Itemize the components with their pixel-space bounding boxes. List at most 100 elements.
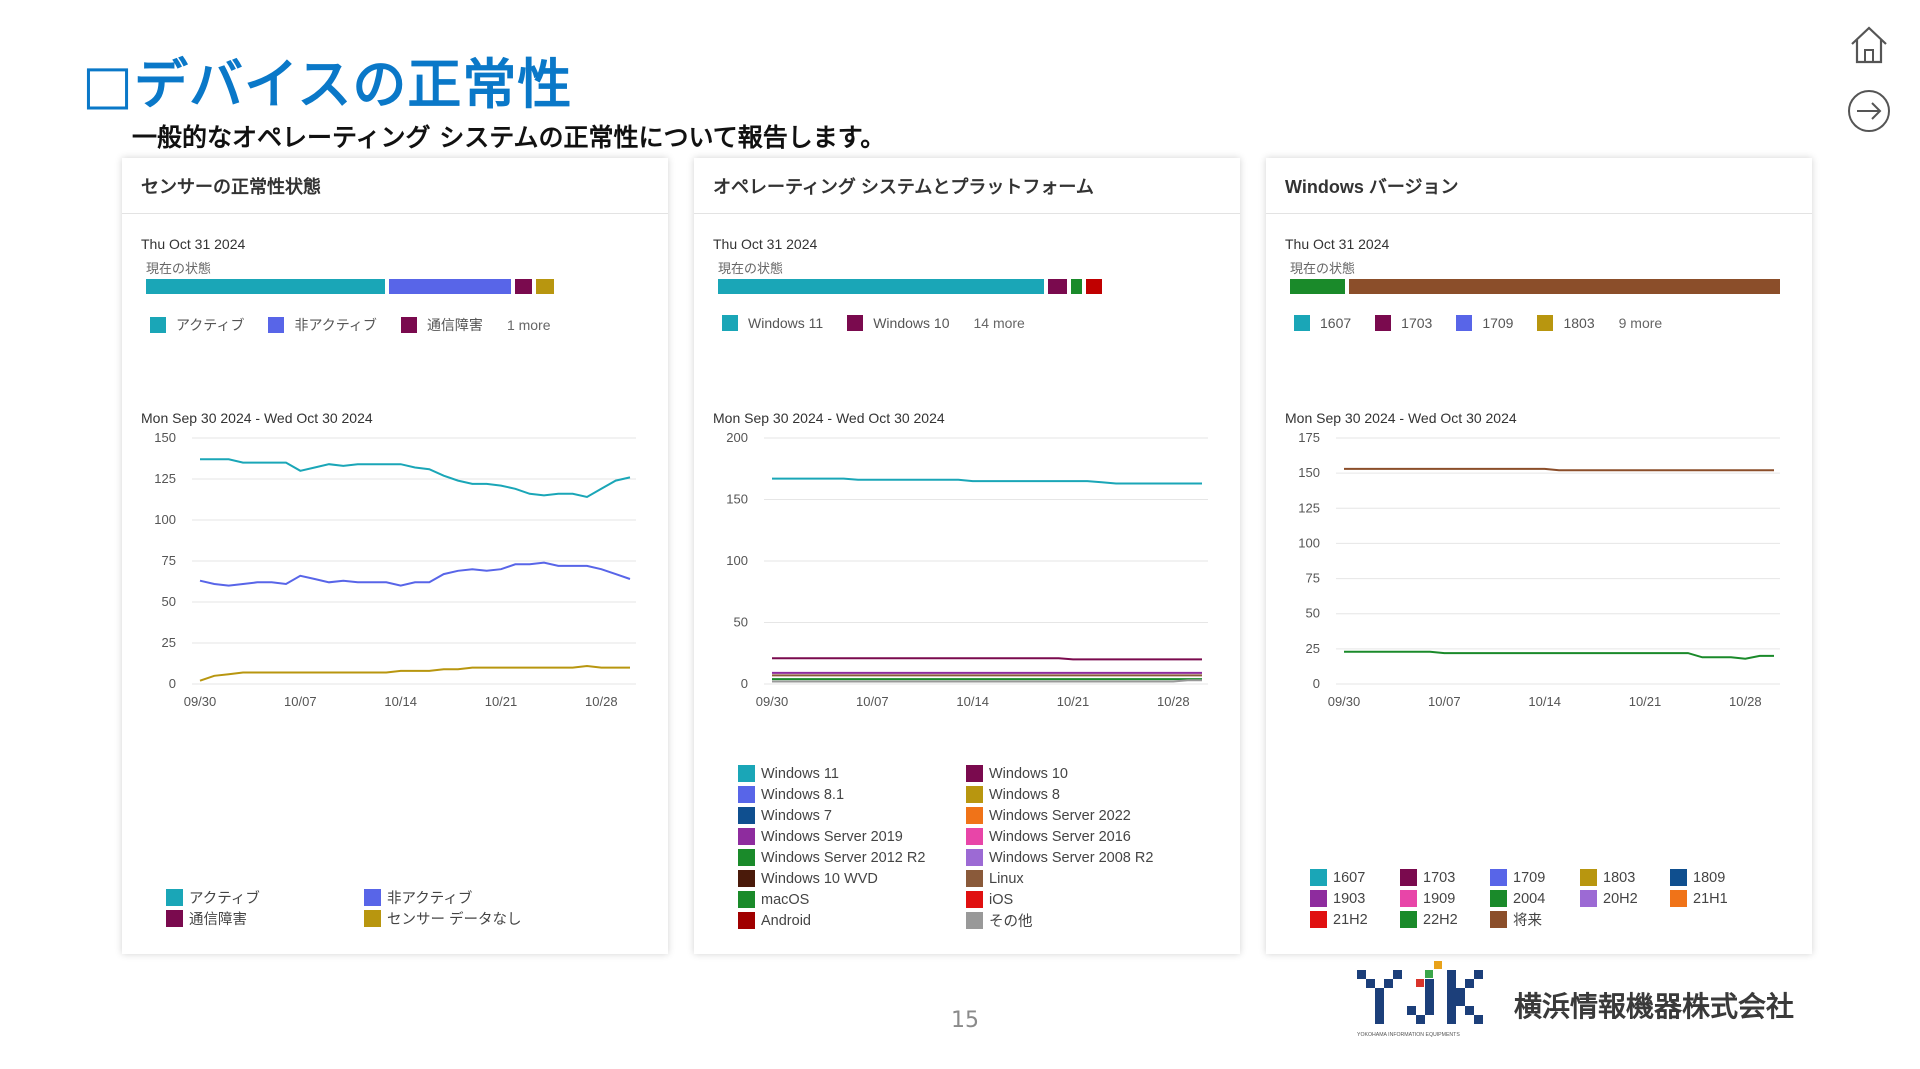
legend-swatch bbox=[738, 828, 755, 845]
legend-swatch bbox=[738, 912, 755, 929]
legend-swatch bbox=[1670, 890, 1687, 907]
x-tick-label: 10/14 bbox=[956, 694, 989, 709]
legend-swatch bbox=[738, 765, 755, 782]
legend-item[interactable]: Linux bbox=[966, 869, 1176, 888]
legend-item[interactable]: Windows 10 bbox=[847, 315, 949, 331]
legend-label: Windows Server 2008 R2 bbox=[989, 849, 1154, 866]
legend-swatch bbox=[966, 891, 983, 908]
series-line bbox=[199, 664, 630, 682]
legend-item[interactable]: 1703 bbox=[1400, 868, 1472, 887]
home-icon[interactable] bbox=[1846, 22, 1892, 68]
legend-swatch bbox=[268, 317, 285, 333]
x-tick-label: 10/07 bbox=[1428, 694, 1461, 709]
legend-label: iOS bbox=[989, 891, 1014, 908]
legend-item[interactable]: Windows 10 bbox=[966, 764, 1176, 783]
legend-label: 1709 bbox=[1513, 869, 1546, 886]
legend-item[interactable]: 非アクティブ bbox=[364, 888, 544, 907]
legend-item[interactable]: 1803 bbox=[1580, 868, 1652, 887]
legend-item[interactable]: Windows 10 WVD bbox=[738, 869, 948, 888]
legend-item[interactable]: 1809 bbox=[1670, 868, 1742, 887]
x-tick-label: 09/30 bbox=[1328, 694, 1361, 709]
current-legend: Windows 11 Windows 10 14 more bbox=[722, 315, 1025, 331]
status-segment[interactable] bbox=[1348, 279, 1780, 294]
legend-item[interactable]: アクティブ bbox=[150, 315, 244, 335]
legend-item[interactable]: Windows Server 2019 bbox=[738, 827, 948, 846]
legend-swatch bbox=[1490, 869, 1507, 886]
line-chart[interactable]: 0 25 50 75 100 125 150 09/30 10/07 10/14 10/21 10/2… bbox=[122, 426, 668, 718]
more-link[interactable]: 1 more bbox=[506, 317, 551, 333]
current-status-bar[interactable] bbox=[1290, 279, 1788, 294]
legend-item[interactable]: Windows 7 bbox=[738, 806, 948, 825]
legend-item[interactable]: macOS bbox=[738, 890, 948, 909]
status-segment[interactable] bbox=[536, 279, 554, 294]
legend-item[interactable]: 21H1 bbox=[1670, 889, 1742, 908]
legend-item[interactable]: 1803 bbox=[1537, 315, 1595, 331]
legend-item[interactable]: Windows 11 bbox=[738, 764, 948, 783]
more-link[interactable]: 9 more bbox=[1618, 315, 1663, 331]
legend-item[interactable]: 通信障害 bbox=[166, 909, 346, 928]
legend-item[interactable]: 20H2 bbox=[1580, 889, 1652, 908]
legend-item[interactable]: iOS bbox=[966, 890, 1176, 909]
legend-item[interactable]: 1703 bbox=[1375, 315, 1432, 331]
legend-item[interactable]: 1607 bbox=[1294, 315, 1351, 331]
legend-item[interactable]: アクティブ bbox=[166, 888, 346, 907]
legend-item[interactable]: Windows Server 2008 R2 bbox=[966, 848, 1176, 867]
legend-item[interactable]: 1607 bbox=[1310, 868, 1382, 887]
legend-item[interactable]: Windows 8.1 bbox=[738, 785, 948, 804]
line-chart[interactable]: 0 50 100 150 200 09/30 10/07 10/14 10/21 10/28 bbox=[694, 426, 1240, 718]
legend-item[interactable]: 1709 bbox=[1490, 868, 1562, 887]
legend-item[interactable]: Windows Server 2012 R2 bbox=[738, 848, 948, 867]
legend-swatch bbox=[966, 849, 983, 866]
more-link[interactable]: 14 more bbox=[973, 315, 1025, 331]
legend-swatch bbox=[966, 807, 983, 824]
legend-label: 21H2 bbox=[1333, 911, 1368, 928]
legend-item[interactable]: 1709 bbox=[1456, 315, 1513, 331]
legend-item[interactable]: Android bbox=[738, 911, 948, 930]
legend-item[interactable]: 通信障害 bbox=[400, 315, 483, 335]
legend-label: 1903 bbox=[1333, 890, 1366, 907]
legend-item[interactable]: Windows Server 2022 bbox=[966, 806, 1176, 825]
legend-label: 1703 bbox=[1423, 869, 1456, 886]
x-tick-label: 10/07 bbox=[284, 694, 317, 709]
legend-item[interactable]: 21H2 bbox=[1310, 910, 1382, 929]
legend-label: Windows 11 bbox=[761, 765, 839, 782]
status-segment[interactable] bbox=[1290, 279, 1345, 294]
status-segment[interactable] bbox=[1070, 279, 1082, 294]
x-tick-label: 09/30 bbox=[756, 694, 789, 709]
legend-swatch bbox=[738, 807, 755, 824]
legend-swatch bbox=[738, 786, 755, 803]
status-segment[interactable] bbox=[1085, 279, 1102, 294]
slide-title: □デバイスの正常性 bbox=[82, 53, 573, 116]
series-line bbox=[772, 657, 1202, 661]
legend-item[interactable]: Windows 8 bbox=[966, 785, 1176, 804]
legend-item[interactable]: その他 bbox=[966, 911, 1176, 930]
x-tick-label: 10/21 bbox=[1057, 694, 1090, 709]
status-segment[interactable] bbox=[718, 279, 1045, 294]
arrow-right-circle-icon[interactable] bbox=[1846, 88, 1892, 134]
chart-legend: Windows 11 Windows 10 Windows 8.1 Window… bbox=[738, 764, 1176, 930]
x-tick-label: 10/21 bbox=[485, 694, 518, 709]
legend-item[interactable]: 22H2 bbox=[1400, 910, 1472, 929]
y-tick-label: 75 bbox=[1306, 571, 1320, 586]
chart-legend: アクティブ 非アクティブ 通信障害 センサー データなし bbox=[166, 888, 544, 928]
line-chart[interactable]: 0 25 50 75 100 125 150 175 09/30 10/07 10/14 10/21 1… bbox=[1266, 426, 1812, 718]
status-segment[interactable] bbox=[515, 279, 533, 294]
legend-label: センサー データなし bbox=[387, 912, 522, 928]
current-status-bar[interactable] bbox=[146, 279, 644, 294]
status-segment[interactable] bbox=[146, 279, 386, 294]
legend-swatch bbox=[1375, 315, 1392, 331]
legend-item[interactable]: 1909 bbox=[1400, 889, 1472, 908]
y-tick-label: 175 bbox=[1298, 430, 1320, 445]
legend-item[interactable]: 将来 bbox=[1490, 910, 1562, 929]
status-segment[interactable] bbox=[389, 279, 512, 294]
legend-swatch bbox=[1456, 315, 1473, 331]
legend-item[interactable]: Windows Server 2016 bbox=[966, 827, 1176, 846]
legend-item[interactable]: 非アクティブ bbox=[268, 315, 377, 335]
legend-item[interactable]: センサー データなし bbox=[364, 909, 544, 928]
legend-item[interactable]: 1903 bbox=[1310, 889, 1382, 908]
current-status-bar[interactable] bbox=[718, 279, 1216, 294]
legend-item[interactable]: 2004 bbox=[1490, 889, 1562, 908]
status-segment[interactable] bbox=[1048, 279, 1067, 294]
legend-label: 1803 bbox=[1563, 315, 1595, 331]
legend-item[interactable]: Windows 11 bbox=[722, 315, 823, 331]
